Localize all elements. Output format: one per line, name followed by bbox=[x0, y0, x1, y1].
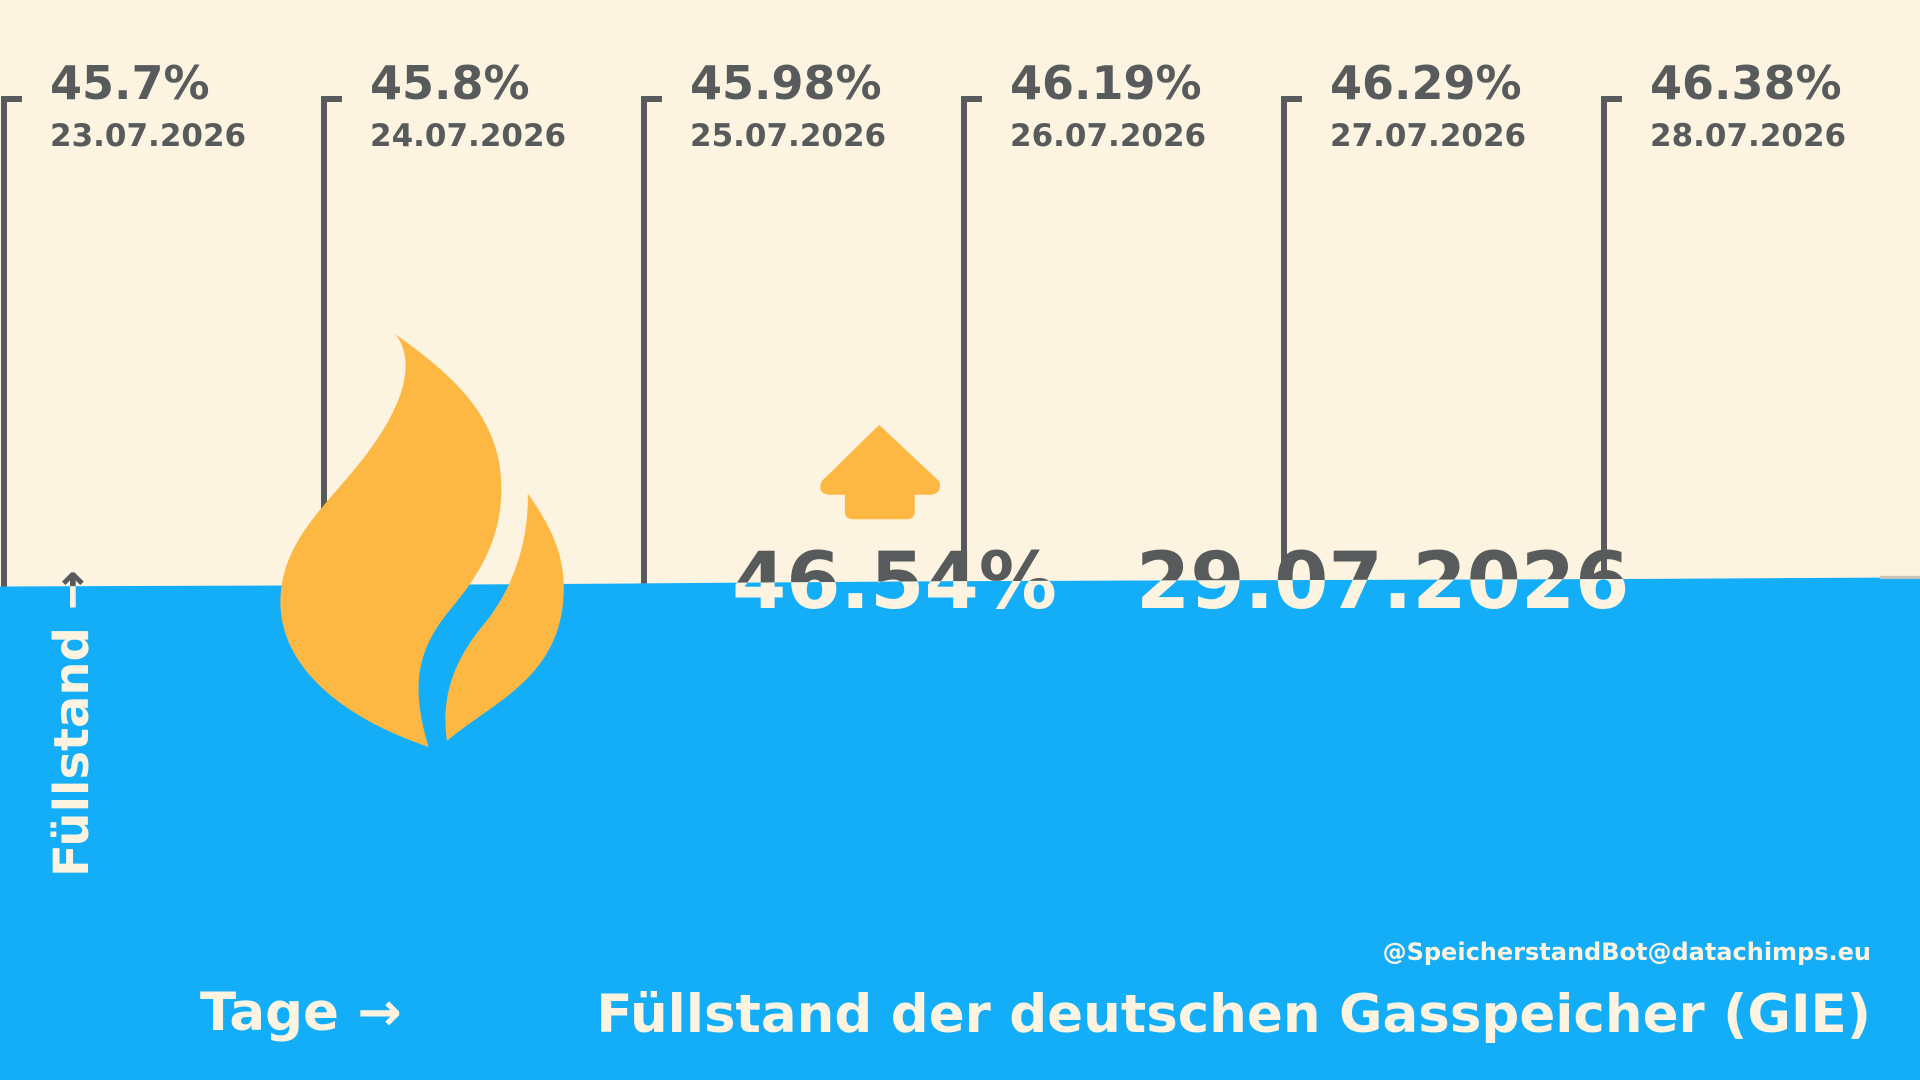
latest-date: 29.07.2026 bbox=[1136, 537, 1629, 627]
value-label: 46.38% bbox=[1650, 56, 1842, 110]
latest-value: 46.54% bbox=[732, 537, 1057, 627]
up-arrow-icon bbox=[820, 424, 941, 520]
y-axis-label: Füllstand → bbox=[44, 570, 100, 877]
value-label: 46.29% bbox=[1330, 56, 1522, 110]
chart-title: Füllstand der deutschen Gasspeicher (GIE… bbox=[596, 984, 1871, 1045]
icons bbox=[280, 334, 941, 747]
bracket bbox=[321, 96, 342, 586]
bracket bbox=[1, 96, 22, 587]
flame-icon bbox=[280, 334, 502, 747]
value-label: 45.7% bbox=[50, 56, 210, 110]
date-label: 23.07.2026 bbox=[50, 118, 246, 154]
credit: @SpeicherstandBot@datachimps.eu bbox=[1383, 938, 1871, 966]
date-label: 25.07.2026 bbox=[690, 118, 886, 154]
y-axis-label: Füllstand → bbox=[44, 570, 100, 877]
date-label: 24.07.2026 bbox=[370, 118, 566, 154]
date-label: 28.07.2026 bbox=[1650, 118, 1846, 154]
bracket bbox=[1601, 96, 1622, 580]
value-label: 45.98% bbox=[690, 56, 882, 110]
latest-date: 29.07.2026 bbox=[1136, 537, 1629, 627]
value-label: 45.8% bbox=[370, 56, 530, 110]
value-label: 46.19% bbox=[1010, 56, 1202, 110]
date-label: 27.07.2026 bbox=[1330, 118, 1526, 154]
x-axis-label: Tage → bbox=[200, 982, 402, 1043]
bracket bbox=[961, 96, 982, 582]
bracket bbox=[1281, 96, 1302, 581]
bracket bbox=[641, 96, 662, 584]
latest-value: 46.54% bbox=[732, 537, 1057, 627]
y-label-group: Füllstand → bbox=[44, 570, 100, 877]
y-label-group: Füllstand → bbox=[44, 570, 100, 877]
date-label: 26.07.2026 bbox=[1010, 118, 1206, 154]
flame-icon bbox=[445, 493, 564, 741]
